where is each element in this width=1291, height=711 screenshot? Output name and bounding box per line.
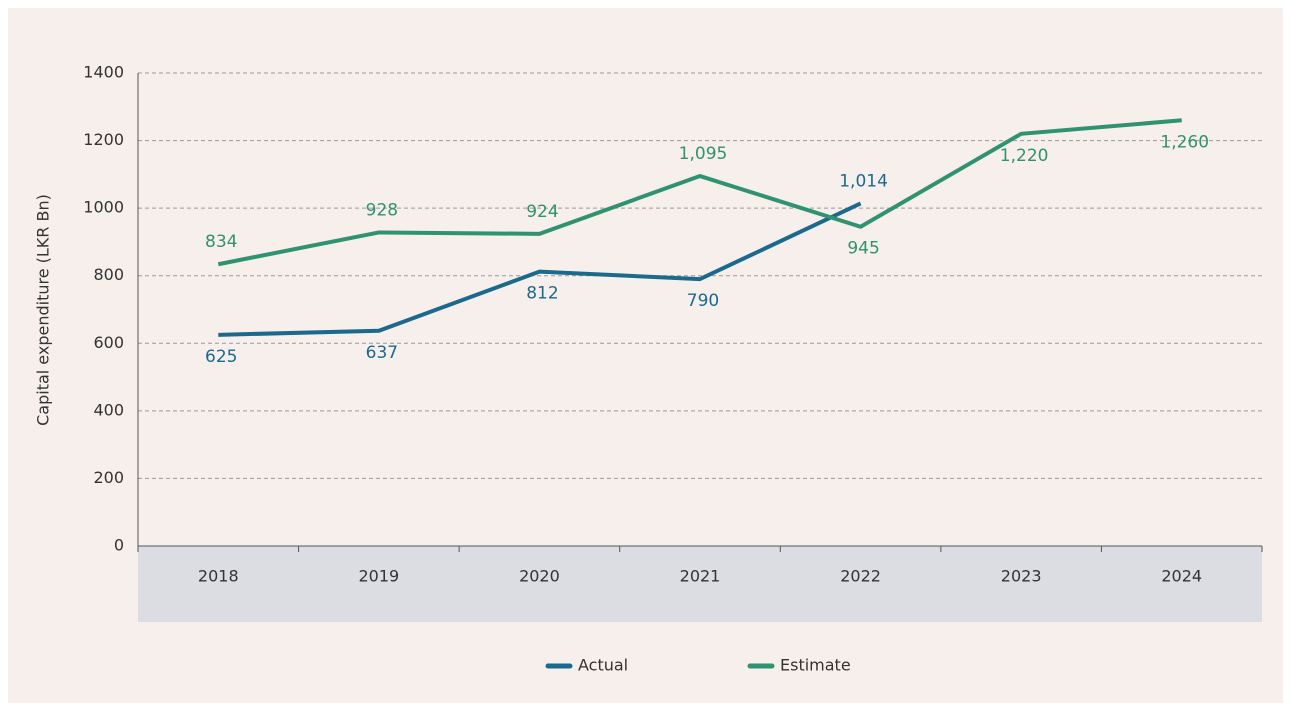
legend-label: Actual [578, 656, 628, 675]
x-tick-label: 2019 [358, 567, 399, 586]
y-tick-label: 1200 [83, 130, 124, 149]
data-label: 1,014 [839, 171, 888, 191]
x-tick-label: 2023 [1001, 567, 1042, 586]
data-label: 637 [366, 343, 398, 363]
series-line [217, 118, 1182, 267]
data-label: 1,260 [1160, 132, 1209, 152]
series-line [218, 201, 862, 337]
x-tick-label: 2021 [680, 567, 721, 586]
data-label: 625 [205, 347, 237, 367]
legend-label: Estimate [780, 656, 851, 675]
x-tick-label: 2022 [840, 567, 881, 586]
data-label: 924 [526, 202, 558, 222]
x-tick-label: 2020 [519, 567, 560, 586]
y-tick-label: 1000 [83, 198, 124, 217]
y-tick-label: 1400 [83, 63, 124, 82]
x-tick-label: 2024 [1161, 567, 1202, 586]
y-tick-label: 800 [93, 265, 124, 284]
y-tick-label: 600 [93, 333, 124, 352]
data-label: 834 [205, 232, 237, 252]
y-tick-label: 0 [114, 536, 124, 555]
data-label: 790 [687, 291, 719, 311]
data-label: 928 [366, 200, 398, 220]
data-label: 945 [847, 239, 879, 259]
category-band [138, 546, 1262, 622]
y-axis-label: Capital expenditure (LKR Bn) [34, 194, 53, 426]
data-label: 1,220 [1000, 146, 1049, 166]
x-tick-label: 2018 [198, 567, 239, 586]
data-label: 812 [526, 284, 558, 304]
y-tick-label: 200 [93, 468, 124, 487]
y-tick-label: 400 [93, 400, 124, 419]
data-label: 1,095 [679, 144, 728, 164]
